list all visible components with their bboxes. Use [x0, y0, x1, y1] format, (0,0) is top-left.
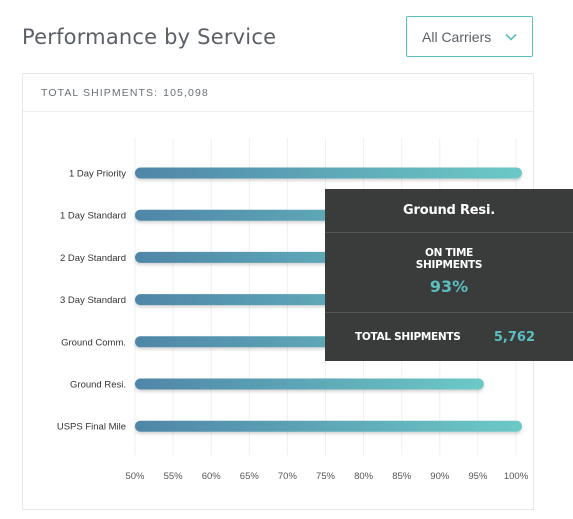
- bar-ground-resi[interactable]: [135, 378, 484, 390]
- tooltip-on-time-value: 93%: [429, 277, 469, 296]
- x-tick-label: 90%: [430, 471, 450, 482]
- tooltip-total-label: TOTAL SHIPMENTS: [355, 331, 461, 343]
- carrier-select-value: All Carriers: [422, 28, 492, 45]
- x-tick-label: 80%: [354, 471, 374, 482]
- total-shipments-label: TOTAL SHIPMENTS:: [41, 86, 159, 99]
- category-label: 2 Day Standard: [60, 253, 126, 264]
- x-tick-label: 70%: [278, 471, 298, 482]
- tooltip-total-value: 5,762: [493, 329, 535, 345]
- x-tick-label: 65%: [240, 471, 260, 482]
- total-shipments-value: 105,098: [163, 86, 209, 99]
- x-tick-label: 75%: [316, 471, 336, 482]
- x-tick-label: 95%: [468, 471, 488, 482]
- page-title: Performance by Service: [22, 25, 277, 49]
- tooltip-on-time-label: ON TIME SHIPMENTS: [415, 247, 483, 271]
- tooltip-title: Ground Resi.: [325, 189, 573, 233]
- category-label: 1 Day Priority: [69, 169, 126, 180]
- bar-usps-final-mile[interactable]: [135, 420, 522, 432]
- category-label: Ground Comm.: [61, 337, 126, 348]
- bar-1-day-priority[interactable]: [135, 167, 522, 179]
- x-tick-label: 50%: [125, 471, 145, 482]
- x-tick-label: 55%: [164, 471, 184, 482]
- chevron-down-icon: [504, 30, 518, 44]
- category-label: Ground Resi.: [70, 380, 126, 391]
- category-label: 1 Day Standard: [60, 211, 126, 222]
- category-label: USPS Final Mile: [57, 422, 126, 433]
- tooltip-total: TOTAL SHIPMENTS 5,762: [325, 313, 573, 361]
- x-tick-label: 100%: [504, 471, 529, 482]
- card-header: TOTAL SHIPMENTS: 105,098: [23, 74, 533, 112]
- carrier-select[interactable]: All Carriers: [406, 16, 533, 57]
- category-label: 3 Day Standard: [60, 295, 126, 306]
- tooltip-on-time: ON TIME SHIPMENTS 93%: [325, 233, 573, 313]
- x-tick-label: 85%: [392, 471, 412, 482]
- x-tick-label: 60%: [202, 471, 222, 482]
- chart-tooltip: Ground Resi. ON TIME SHIPMENTS 93% TOTAL…: [325, 189, 573, 361]
